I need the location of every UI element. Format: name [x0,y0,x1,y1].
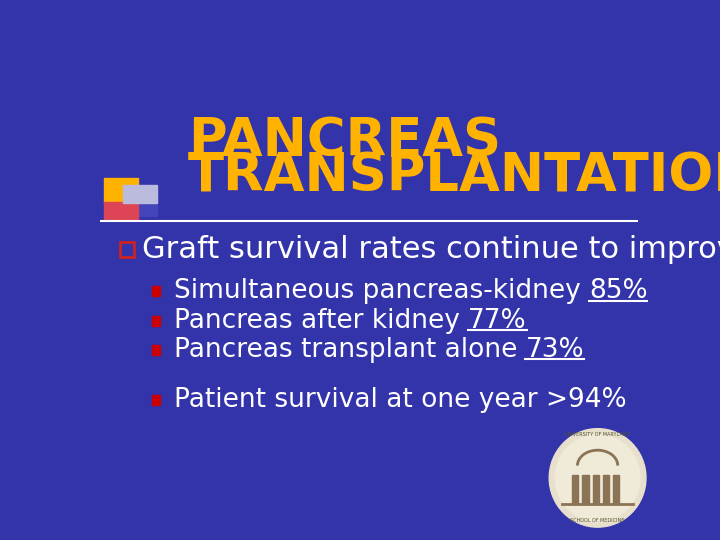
Text: Pancreas transplant alone: Pancreas transplant alone [174,336,526,363]
Text: PANCREAS: PANCREAS [188,114,501,167]
Text: 77%: 77% [468,307,526,334]
Text: Pancreas after kidney: Pancreas after kidney [174,307,468,334]
Bar [593,475,598,503]
Bar [104,178,138,203]
Circle shape [549,429,646,527]
Text: UNIVERSITY OF MARYLAND: UNIVERSITY OF MARYLAND [564,433,631,437]
Text: SCHOOL OF MEDICINE: SCHOOL OF MEDICINE [570,518,625,523]
Bar [123,185,157,203]
Text: 85%: 85% [589,279,647,305]
Bar [582,475,588,503]
Text: 73%: 73% [526,336,584,363]
Bar [153,315,160,326]
Bar [123,191,157,216]
Text: TRANSPLANTATION: TRANSPLANTATION [188,150,720,202]
Bar [572,475,578,503]
Bar [120,242,134,257]
Bar [153,345,160,355]
Bar [613,475,618,503]
Bar [153,286,160,296]
Circle shape [555,435,640,521]
Bar [153,395,160,404]
Text: Simultaneous pancreas-kidney: Simultaneous pancreas-kidney [174,279,589,305]
Bar [104,201,138,220]
Text: Graft survival rates continue to improve: Graft survival rates continue to improve [142,235,720,264]
Text: Patient survival at one year >94%: Patient survival at one year >94% [174,387,626,413]
Bar [603,475,608,503]
